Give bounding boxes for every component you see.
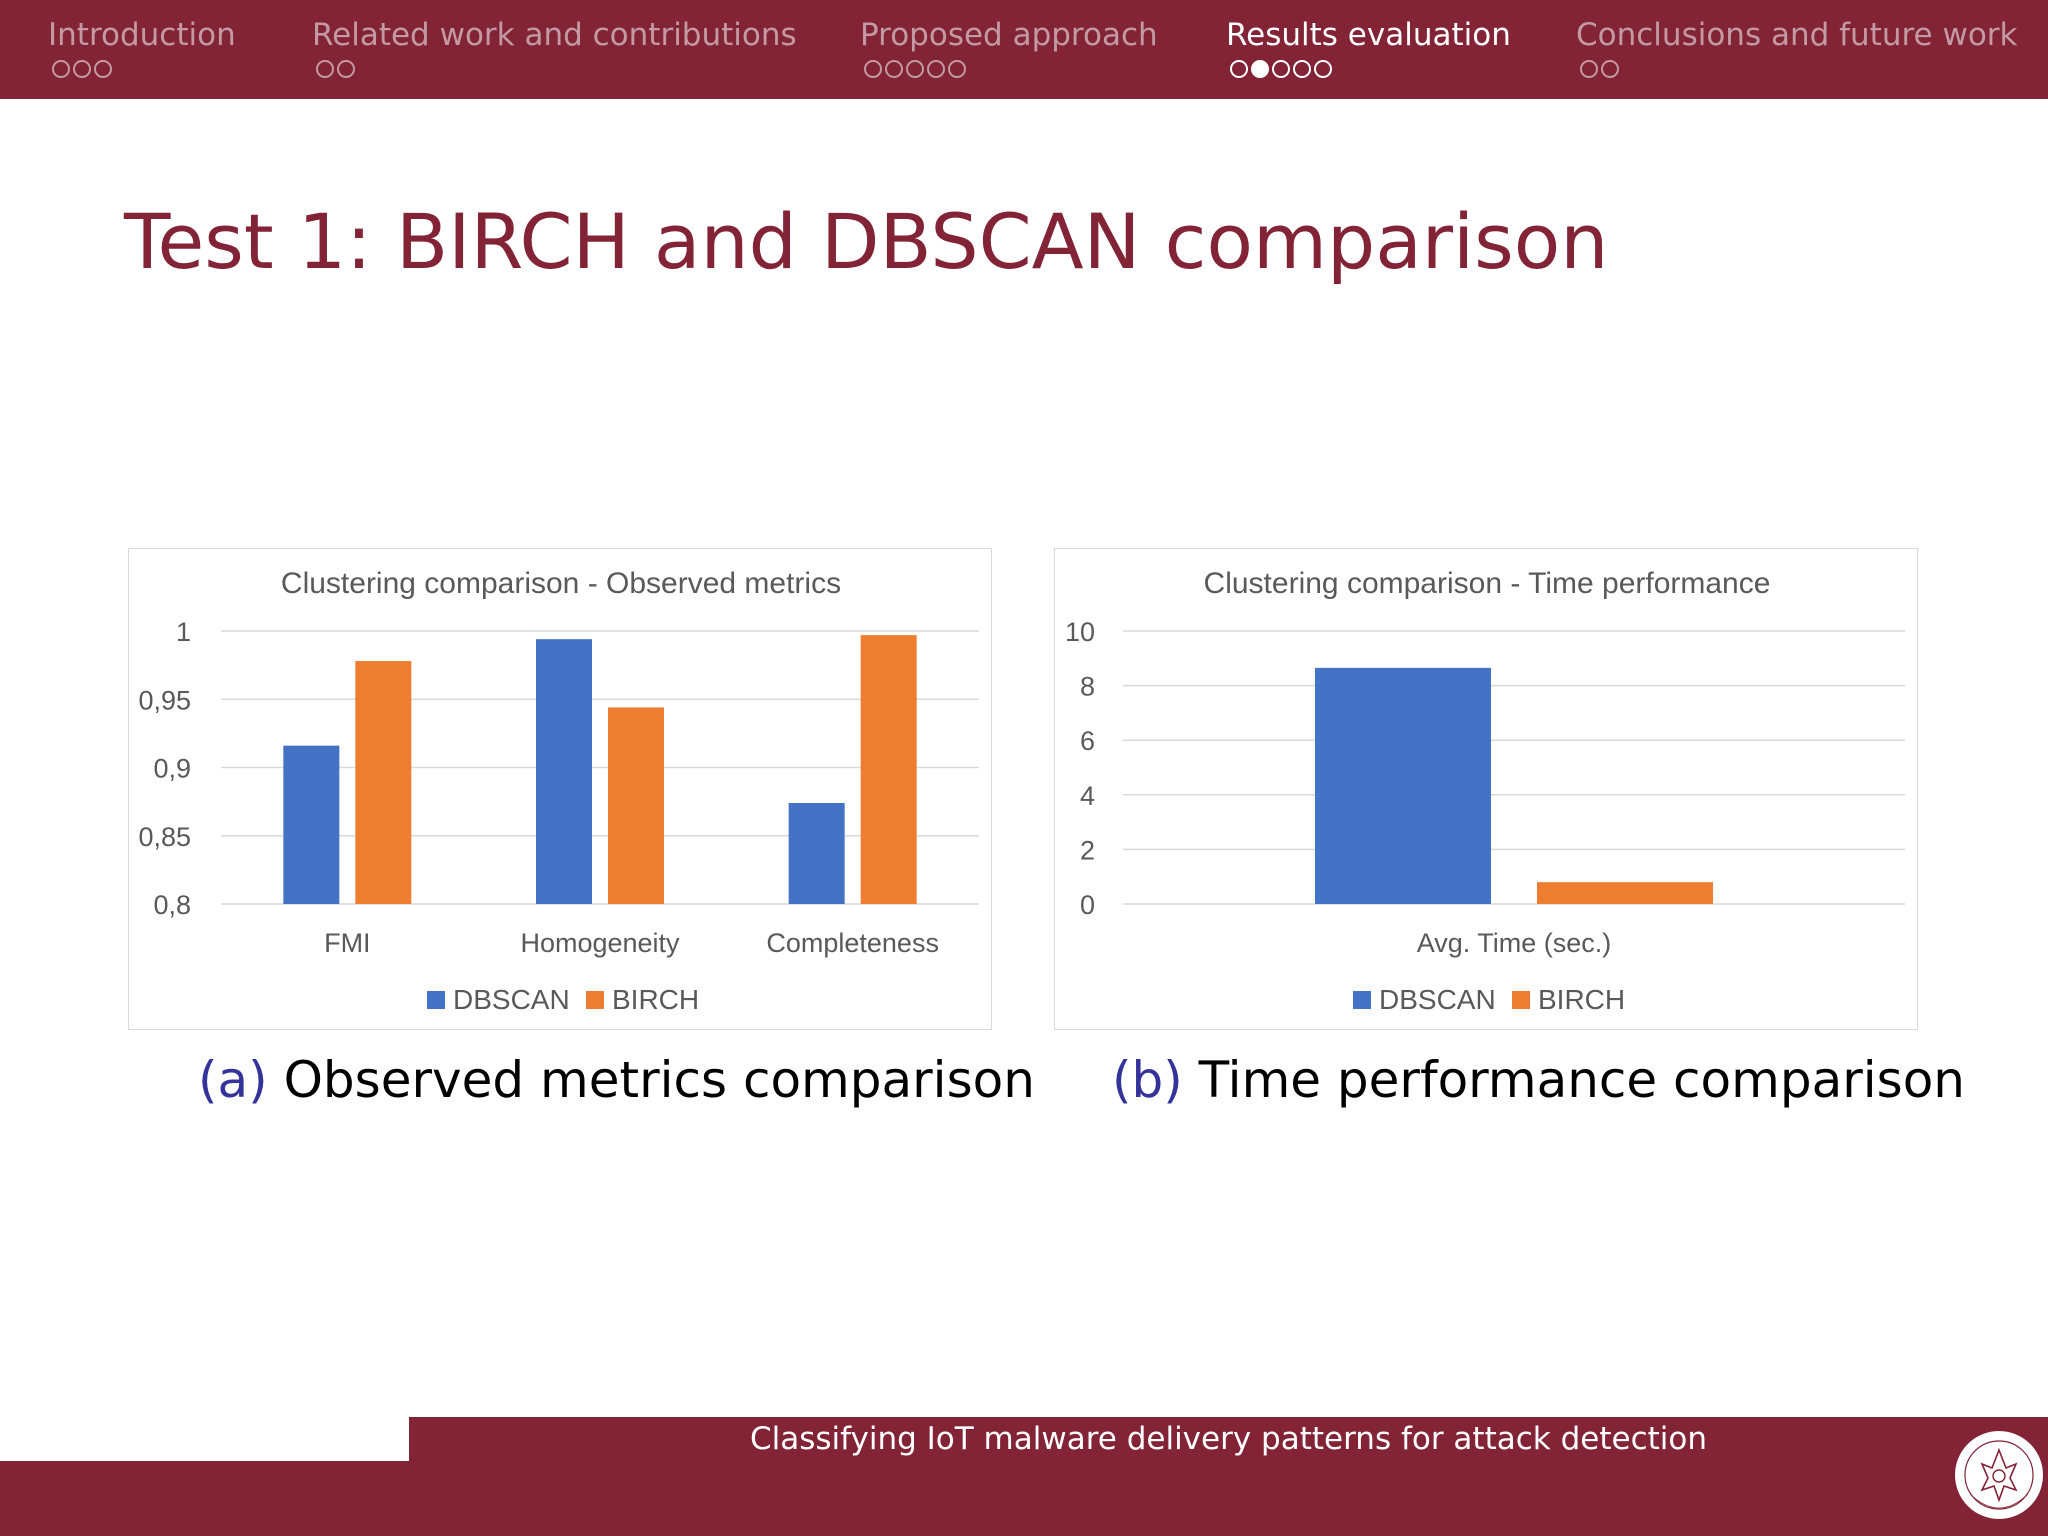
nav-slide-dots <box>864 60 1158 78</box>
caption-b-text: Time performance comparison <box>1198 1051 1965 1109</box>
bar-birch <box>860 635 917 904</box>
chart-time-performance-svg: Clustering comparison - Time performance… <box>1065 567 1905 1015</box>
nav-slide-dot[interactable] <box>316 60 334 78</box>
nav-slide-dots <box>1580 60 2018 78</box>
caption-b: (b) Time performance comparison <box>1112 1048 1965 1112</box>
footer-title: Classifying IoT malware delivery pattern… <box>749 1421 1707 1457</box>
x-category-label: Completeness <box>766 928 939 958</box>
bar-birch <box>608 707 664 904</box>
y-tick-label: 0,95 <box>138 685 191 715</box>
chart-title: Clustering comparison - Time performance <box>1204 567 1771 600</box>
nav-section-title[interactable]: Conclusions and future work <box>1576 17 2018 53</box>
nav-section-proposed-approach[interactable]: Proposed approach <box>860 14 1158 78</box>
university-seal-logo <box>1953 1429 2045 1521</box>
nav-section-conclusions[interactable]: Conclusions and future work <box>1576 14 2018 78</box>
y-tick-label: 8 <box>1080 672 1095 702</box>
nav-slide-dot[interactable] <box>73 60 91 78</box>
nav-slide-dot[interactable] <box>864 60 882 78</box>
chart-observed-metrics: Clustering comparison - Observed metrics… <box>128 548 992 1030</box>
bar-dbscan <box>536 639 592 904</box>
nav-slide-dot[interactable] <box>1580 60 1598 78</box>
y-tick-label: 4 <box>1080 781 1095 811</box>
caption-a: (a) Observed metrics comparison <box>198 1048 1035 1112</box>
nav-slide-dot[interactable] <box>1314 60 1332 78</box>
nav-section-related-work[interactable]: Related work and contributions <box>312 14 797 78</box>
y-tick-label: 0,9 <box>153 754 191 784</box>
nav-section-results-evaluation[interactable]: Results evaluation <box>1226 14 1511 78</box>
nav-slide-dots <box>316 60 797 78</box>
bar-dbscan <box>283 745 340 904</box>
x-category-label: Avg. Time (sec.) <box>1417 928 1612 958</box>
nav-slide-dot[interactable] <box>337 60 355 78</box>
nav-slide-dot[interactable] <box>1230 60 1248 78</box>
nav-section-title[interactable]: Introduction <box>48 17 236 53</box>
nav-section-title[interactable]: Results evaluation <box>1226 17 1511 53</box>
legend-swatch <box>1353 991 1371 1009</box>
nav-slide-dot[interactable] <box>94 60 112 78</box>
nav-slide-dots <box>52 60 236 78</box>
legend-label: BIRCH <box>612 984 699 1015</box>
nav-section-introduction[interactable]: Introduction <box>48 14 236 78</box>
nav-section-title[interactable]: Related work and contributions <box>312 17 797 53</box>
legend-swatch <box>427 991 445 1009</box>
y-tick-label: 0,8 <box>153 890 191 920</box>
nav-slide-dot[interactable] <box>1251 60 1269 78</box>
caption-a-text: Observed metrics comparison <box>283 1051 1035 1109</box>
nav-slide-dot[interactable] <box>948 60 966 78</box>
x-category-label: FMI <box>324 928 371 958</box>
y-tick-label: 6 <box>1080 726 1095 756</box>
nav-slide-dot[interactable] <box>1293 60 1311 78</box>
y-tick-label: 0,85 <box>138 822 191 852</box>
nav-slide-dot[interactable] <box>906 60 924 78</box>
caption-a-tag: (a) <box>198 1051 268 1109</box>
section-navigation-bar: Introduction Related work and contributi… <box>0 0 2048 99</box>
bar-birch <box>1537 882 1713 904</box>
legend-label: DBSCAN <box>453 984 570 1015</box>
y-tick-label: 2 <box>1080 835 1095 865</box>
bar-dbscan <box>1315 667 1491 904</box>
footer-title-bar <box>409 1417 2048 1462</box>
legend-label: BIRCH <box>1538 984 1625 1015</box>
footer-band <box>0 1461 2048 1536</box>
slide-title: Test 1: BIRCH and DBSCAN comparison <box>124 197 1609 286</box>
chart-observed-metrics-svg: Clustering comparison - Observed metrics… <box>138 567 979 1015</box>
legend-swatch <box>1512 991 1530 1009</box>
y-tick-label: 10 <box>1065 617 1095 647</box>
nav-slide-dots <box>1230 60 1511 78</box>
nav-slide-dot[interactable] <box>52 60 70 78</box>
x-category-label: Homogeneity <box>520 928 680 958</box>
nav-slide-dot[interactable] <box>885 60 903 78</box>
nav-slide-dot[interactable] <box>1272 60 1290 78</box>
bar-birch <box>355 661 412 904</box>
y-tick-label: 0 <box>1080 890 1095 920</box>
nav-section-title[interactable]: Proposed approach <box>860 17 1158 53</box>
bar-dbscan <box>788 802 845 904</box>
legend-label: DBSCAN <box>1379 984 1496 1015</box>
y-tick-label: 1 <box>176 617 191 647</box>
chart-time-performance: Clustering comparison - Time performance… <box>1054 548 1918 1030</box>
nav-slide-dot[interactable] <box>1601 60 1619 78</box>
nav-slide-dot[interactable] <box>927 60 945 78</box>
caption-b-tag: (b) <box>1112 1051 1183 1109</box>
legend-swatch <box>586 991 604 1009</box>
chart-title: Clustering comparison - Observed metrics <box>281 567 841 600</box>
